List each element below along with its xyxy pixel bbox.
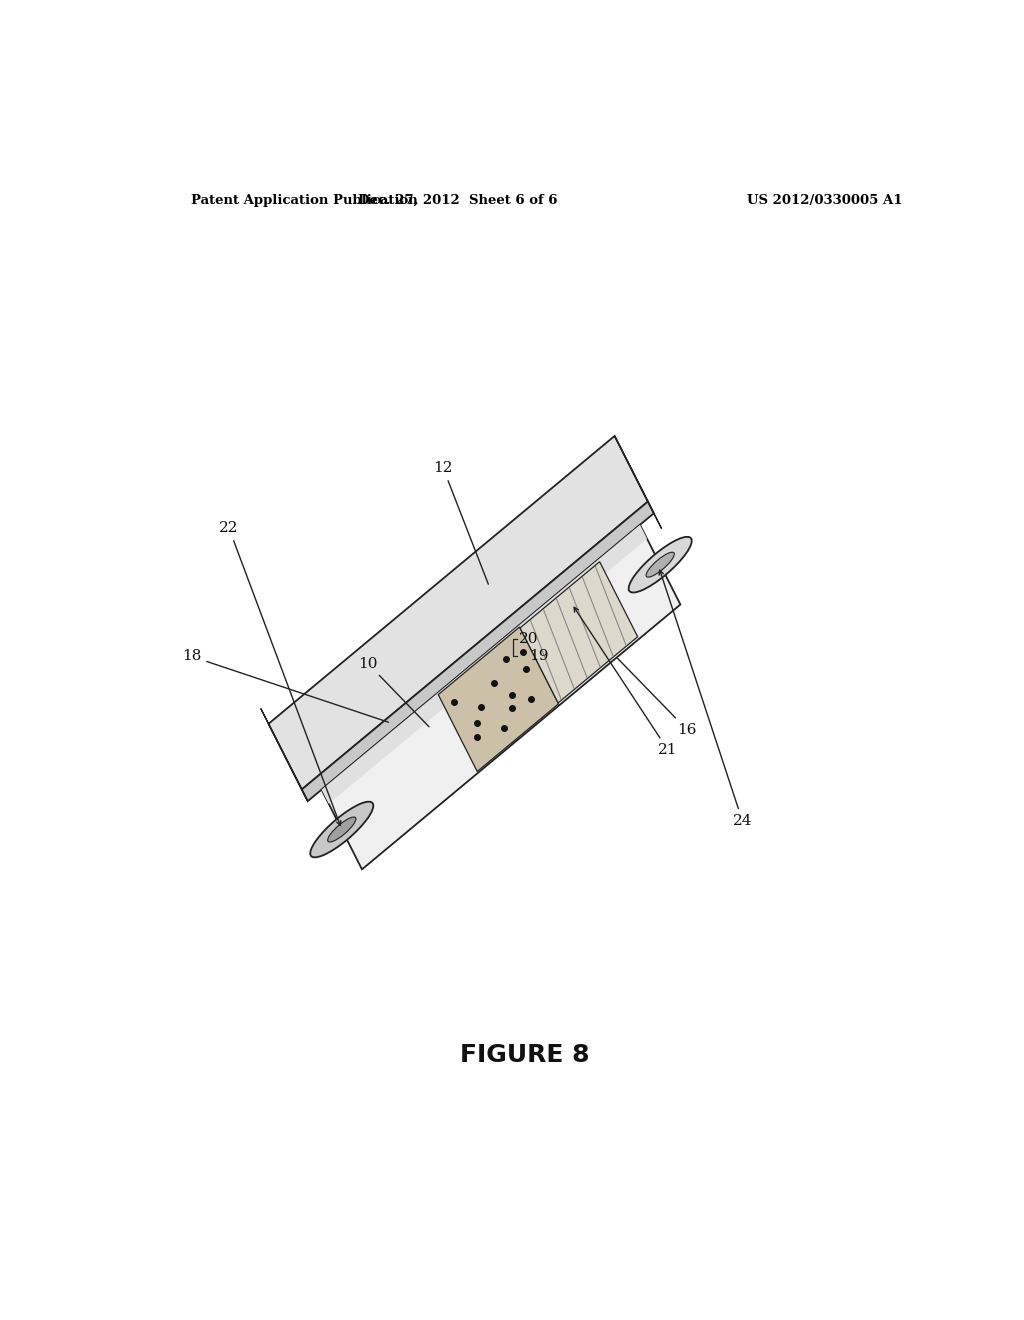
Text: Dec. 27, 2012  Sheet 6 of 6: Dec. 27, 2012 Sheet 6 of 6 bbox=[357, 194, 557, 207]
Text: 24: 24 bbox=[659, 570, 753, 828]
Text: 18: 18 bbox=[182, 649, 388, 722]
Polygon shape bbox=[614, 436, 662, 528]
Polygon shape bbox=[520, 562, 638, 704]
Polygon shape bbox=[302, 502, 654, 801]
Polygon shape bbox=[322, 525, 680, 870]
Ellipse shape bbox=[310, 801, 374, 858]
Text: 16: 16 bbox=[617, 659, 696, 737]
Text: 22: 22 bbox=[219, 521, 341, 825]
Text: 12: 12 bbox=[433, 462, 488, 585]
Polygon shape bbox=[322, 525, 647, 804]
Ellipse shape bbox=[328, 817, 356, 842]
Text: 19: 19 bbox=[528, 649, 548, 664]
Text: US 2012/0330005 A1: US 2012/0330005 A1 bbox=[748, 194, 902, 207]
Polygon shape bbox=[268, 436, 648, 789]
Polygon shape bbox=[438, 627, 558, 771]
Text: FIGURE 8: FIGURE 8 bbox=[460, 1043, 590, 1067]
Text: Patent Application Publication: Patent Application Publication bbox=[191, 194, 418, 207]
Text: 20: 20 bbox=[518, 632, 538, 647]
Text: 10: 10 bbox=[358, 656, 429, 727]
Ellipse shape bbox=[629, 537, 692, 593]
Text: 21: 21 bbox=[574, 607, 678, 756]
Ellipse shape bbox=[646, 552, 675, 577]
Polygon shape bbox=[261, 709, 308, 801]
